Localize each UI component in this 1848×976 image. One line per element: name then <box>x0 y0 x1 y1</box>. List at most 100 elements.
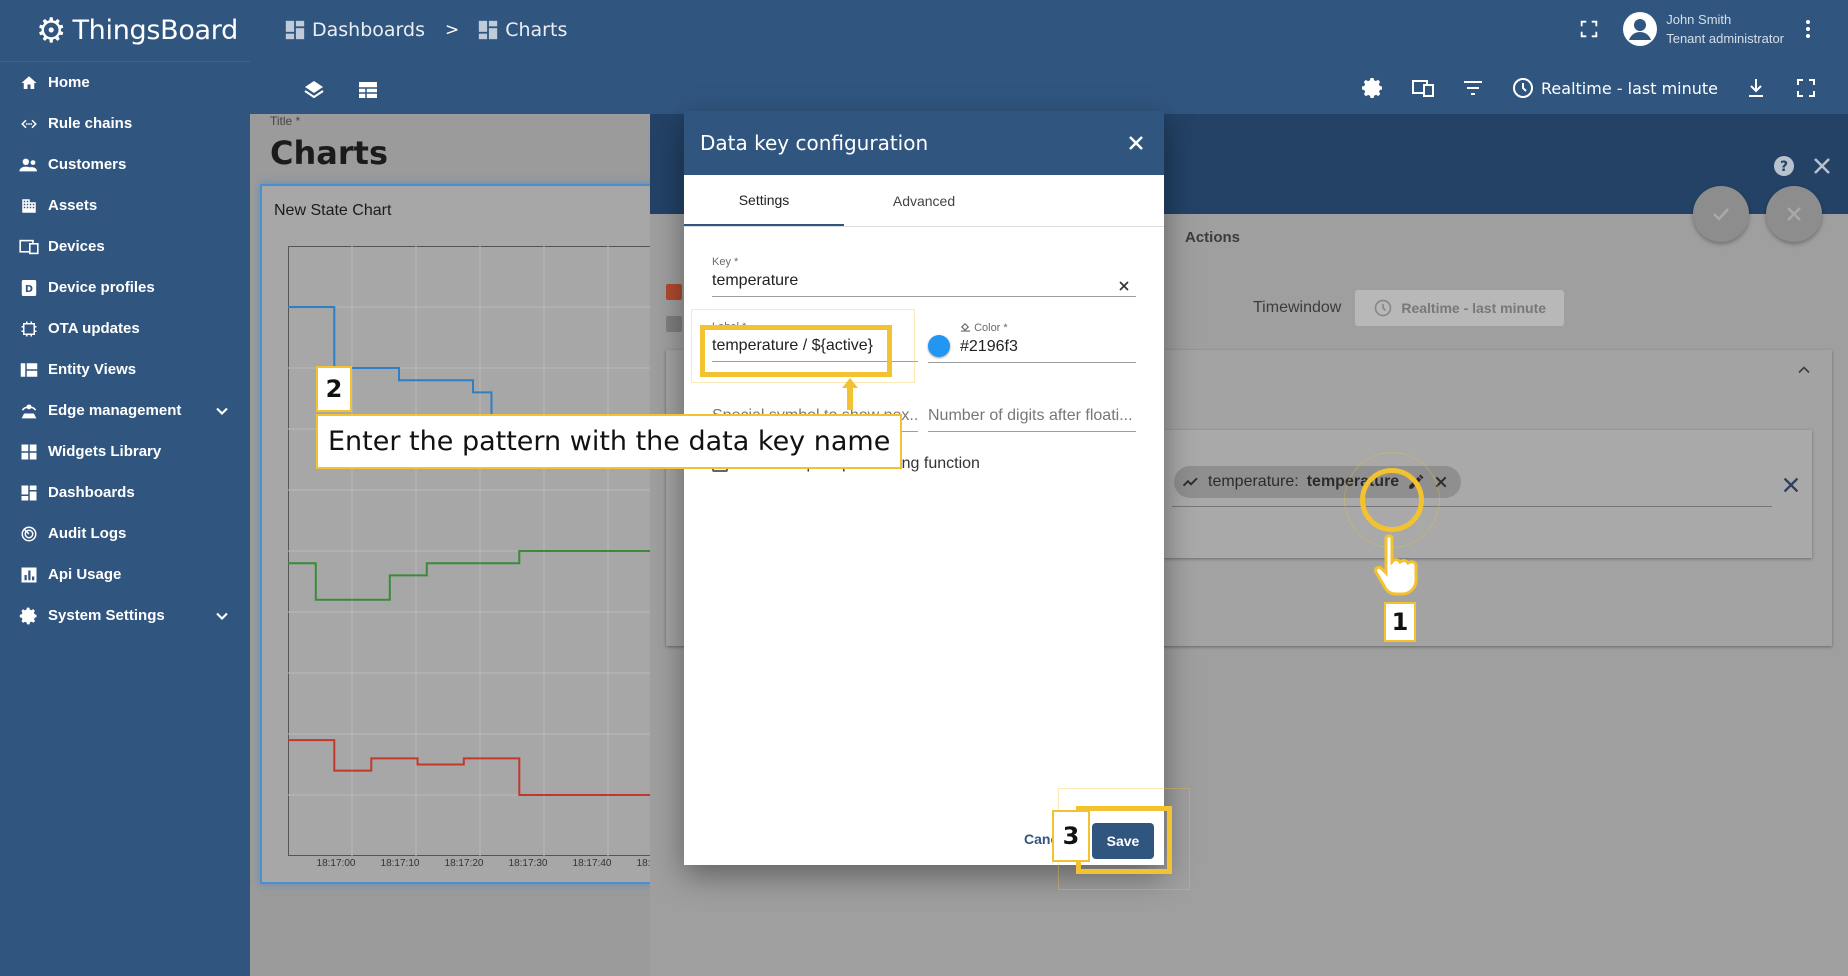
sidebar: ⚙ ThingsBoard Home Rule chains Customers… <box>0 0 250 976</box>
save-button[interactable]: Save <box>1092 823 1154 859</box>
pointer-hand-icon <box>1374 534 1418 596</box>
sidebar-item-home[interactable]: Home <box>0 62 250 103</box>
sidebar-item-entity-views[interactable]: Entity Views <box>0 349 250 390</box>
user-menu: John Smith Tenant administrator <box>1578 10 1818 48</box>
breadcrumb-label: Dashboards <box>312 19 425 41</box>
help-icon[interactable]: ? <box>1772 154 1796 178</box>
user-name: John Smith <box>1666 12 1732 27</box>
series-line <box>288 550 658 601</box>
dialog-title: Data key configuration <box>700 131 929 155</box>
decimals-input[interactable] <box>928 403 1136 432</box>
sidebar-item-widgets-library[interactable]: Widgets Library <box>0 431 250 472</box>
devices-icon[interactable] <box>1411 76 1435 100</box>
label-input[interactable] <box>712 333 918 362</box>
checkbox-checked[interactable] <box>666 316 682 332</box>
x-tick-label: 18:17:10 <box>381 858 420 866</box>
chevron-down-icon[interactable] <box>212 606 232 626</box>
ota-updates-icon <box>18 318 40 340</box>
decline-button[interactable] <box>1766 186 1822 242</box>
close-icon[interactable] <box>1124 131 1148 155</box>
step2-highlight-box <box>700 325 892 377</box>
sidebar-item-label: Entity Views <box>48 361 137 378</box>
download-icon[interactable] <box>1744 76 1768 100</box>
sidebar-item-edge-management[interactable]: Edge management <box>0 390 250 431</box>
timewindow-row-label: Timewindow <box>1253 299 1342 316</box>
sidebar-item-device-profiles[interactable]: D Device profiles <box>0 267 250 308</box>
breadcrumb-separator: > <box>444 20 460 40</box>
clear-icon[interactable] <box>1116 278 1132 294</box>
tutorial-callout: Enter the pattern with the data key name <box>316 414 903 469</box>
app-logo[interactable]: ⚙ ThingsBoard <box>0 0 250 62</box>
x-tick-label: 18:17:40 <box>573 858 612 866</box>
sidebar-item-dashboards[interactable]: Dashboards <box>0 472 250 513</box>
svg-text:D: D <box>25 284 33 295</box>
tab-advanced[interactable]: Advanced <box>892 192 956 209</box>
api-usage-icon <box>18 564 40 586</box>
dashboards-icon <box>479 20 498 40</box>
breadcrumb: Dashboards > Charts <box>284 19 567 41</box>
settings-icon[interactable] <box>1361 76 1385 100</box>
layout-icon[interactable] <box>356 78 380 102</box>
thingsboard-logo-icon: ⚙ <box>36 11 67 50</box>
dashboards-icon <box>18 482 40 504</box>
timewindow-label: Realtime - last minute <box>1541 78 1718 98</box>
timewindow-button[interactable]: Realtime - last minute <box>1511 76 1718 100</box>
chevron-up-icon[interactable] <box>1794 360 1814 380</box>
clock-icon <box>1513 78 1534 98</box>
chip-prefix: temperature: <box>1208 473 1299 490</box>
sidebar-item-label: Dashboards <box>48 484 135 501</box>
breadcrumb-dashboards[interactable]: Dashboards <box>284 19 425 41</box>
more-vert-icon[interactable] <box>1798 17 1818 41</box>
sidebar-item-assets[interactable]: Assets <box>0 185 250 226</box>
tab-settings[interactable]: Settings <box>684 175 844 226</box>
step-3-badge: 3 <box>1052 810 1090 862</box>
fullscreen-icon[interactable] <box>1794 76 1818 100</box>
user-info[interactable]: John Smith Tenant administrator <box>1666 10 1784 48</box>
sidebar-item-label: Api Usage <box>48 566 122 583</box>
arrow-up-icon <box>842 378 858 410</box>
fullscreen-icon[interactable] <box>1578 18 1600 40</box>
dashboard-area: Title * Charts New State Chart 18:17:00 1… <box>250 114 658 976</box>
title-label: Title * <box>270 114 301 128</box>
timewindow-select-button[interactable]: Realtime - last minute <box>1355 290 1565 326</box>
sidebar-item-audit-logs[interactable]: Audit Logs <box>0 513 250 554</box>
tab-actions[interactable]: Actions <box>1185 229 1241 246</box>
entity-views-icon <box>18 359 40 381</box>
state-chart-widget[interactable]: New State Chart 18:17:00 18:17:10 18:17:20… <box>260 184 658 884</box>
sidebar-item-label: Device profiles <box>48 279 155 296</box>
sidebar-item-ota-updates[interactable]: OTA updates <box>0 308 250 349</box>
sidebar-item-customers[interactable]: Customers <box>0 144 250 185</box>
device-profiles-icon: D <box>18 277 40 299</box>
edge-management-icon <box>18 400 40 422</box>
check-icon <box>1713 208 1729 221</box>
key-input[interactable] <box>712 268 1136 297</box>
dashboard-title-field[interactable]: Title * Charts <box>270 114 388 172</box>
apply-button[interactable] <box>1693 186 1749 242</box>
color-input[interactable] <box>928 334 1136 363</box>
sidebar-item-system-settings[interactable]: System Settings <box>0 595 250 636</box>
remove-datasource-icon[interactable] <box>1780 474 1802 496</box>
checkbox-checked[interactable] <box>666 284 682 300</box>
dashboard-toolbar-left <box>302 78 380 102</box>
dialog-tabs: Settings Advanced <box>684 175 1164 227</box>
timewindow-select-label: Realtime - last minute <box>1401 300 1547 316</box>
close-icon[interactable] <box>1810 154 1834 178</box>
sidebar-item-api-usage[interactable]: Api Usage <box>0 554 250 595</box>
sidebar-item-devices[interactable]: Devices <box>0 226 250 267</box>
top-app-bar: Dashboards > Charts John Smith Tenant ad… <box>250 0 1848 114</box>
filter-icon[interactable] <box>1461 76 1485 100</box>
layers-icon[interactable] <box>302 78 326 102</box>
step-1-badge: 1 <box>1384 602 1416 642</box>
data-keys-card: temperature: temperature <box>1164 430 1812 558</box>
clock-icon <box>1374 299 1392 317</box>
sidebar-item-rule-chains[interactable]: Rule chains <box>0 103 250 144</box>
audit-logs-icon <box>18 523 40 545</box>
avatar[interactable] <box>1622 11 1658 47</box>
dialog-header: Data key configuration <box>684 111 1164 175</box>
sidebar-item-label: Edge management <box>48 402 182 419</box>
chevron-down-icon[interactable] <box>212 401 232 421</box>
user-role: Tenant administrator <box>1666 31 1784 46</box>
state-chart: 18:17:00 18:17:10 18:17:20 18:17:30 18:17:40… <box>288 246 658 866</box>
timewindow-row: Timewindow Realtime - last minute <box>1253 290 1565 326</box>
color-label: Color * <box>928 321 1136 334</box>
